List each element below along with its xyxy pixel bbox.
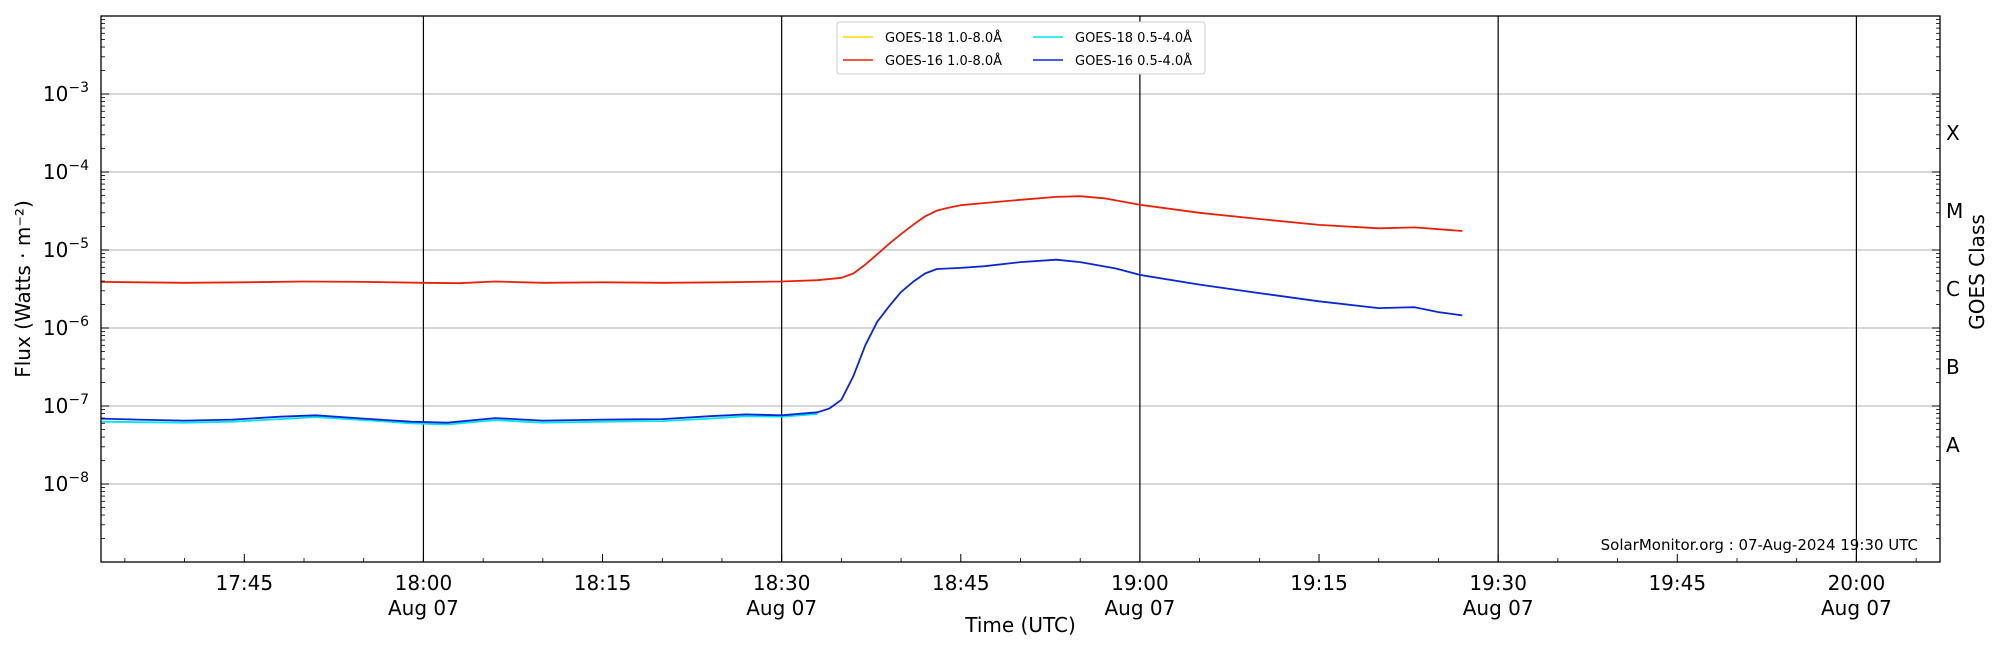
y-tick-label: 10−7 — [43, 392, 89, 418]
legend-label: GOES-18 1.0-8.0Å — [885, 30, 1002, 46]
y-axis-label: Flux (Watts · m⁻²) — [11, 200, 35, 378]
x-tick-label: 19:45 — [1648, 571, 1706, 595]
x-tick-label: 18:45 — [932, 571, 990, 595]
legend-label: GOES-18 0.5-4.0Å — [1075, 30, 1192, 46]
y-tick-label: 10−6 — [43, 314, 89, 340]
series-line — [100, 258, 1463, 424]
legend: GOES-18 1.0-8.0Å GOES-16 1.0-8.0Å GOES-18 … — [836, 21, 1206, 75]
plot-frame — [100, 15, 1941, 563]
x-tick-date-label: Aug 07 — [388, 596, 459, 620]
x-axis-label: Time (UTC) — [964, 613, 1076, 637]
x-tick-date-label: Aug 07 — [746, 596, 817, 620]
goes-class-axis-label: GOES Class — [1965, 214, 1989, 330]
goes-class-labels: A B C M X — [1946, 121, 1963, 457]
x-tick-label: 17:45 — [215, 571, 273, 595]
axis-ticks — [101, 19, 1940, 562]
x-tick-date-label: Aug 07 — [1463, 596, 1534, 620]
x-tick-label: 20:00 — [1828, 571, 1886, 595]
flux-series — [100, 195, 1463, 426]
x-tick-label: 18:30 — [753, 571, 811, 595]
series-line — [100, 195, 1463, 285]
series-line — [100, 413, 818, 426]
goes-class-label: X — [1946, 121, 1960, 145]
time-vertical-lines — [422, 16, 1858, 562]
x-tick-label: 18:15 — [574, 571, 632, 595]
x-tick-label: 19:00 — [1111, 571, 1169, 595]
goes-class-label: A — [1946, 433, 1960, 457]
credit-text: SolarMonitor.org : 07-Aug-2024 19:30 UTC — [1601, 536, 1918, 554]
x-tick-label: 19:15 — [1290, 571, 1348, 595]
legend-box — [836, 21, 1206, 75]
goes-class-label: B — [1946, 355, 1960, 379]
x-tick-date-label: Aug 07 — [1104, 596, 1175, 620]
y-tick-labels: 10−8 10−7 10−6 10−5 10−4 10−3 — [43, 80, 89, 496]
y-tick-label: 10−4 — [43, 158, 89, 184]
x-tick-date-label: Aug 07 — [1821, 596, 1892, 620]
y-tick-label: 10−5 — [43, 236, 89, 262]
y-tick-label: 10−3 — [43, 80, 89, 106]
x-tick-label: 18:00 — [395, 571, 453, 595]
goes-class-label: M — [1946, 199, 1963, 223]
legend-label: GOES-16 1.0-8.0Å — [885, 53, 1002, 69]
goes-class-label: C — [1946, 277, 1960, 301]
legend-label: GOES-16 0.5-4.0Å — [1075, 53, 1192, 69]
y-tick-label: 10−8 — [43, 470, 89, 496]
x-tick-label: 19:30 — [1469, 571, 1527, 595]
grid-lines — [101, 93, 1940, 485]
